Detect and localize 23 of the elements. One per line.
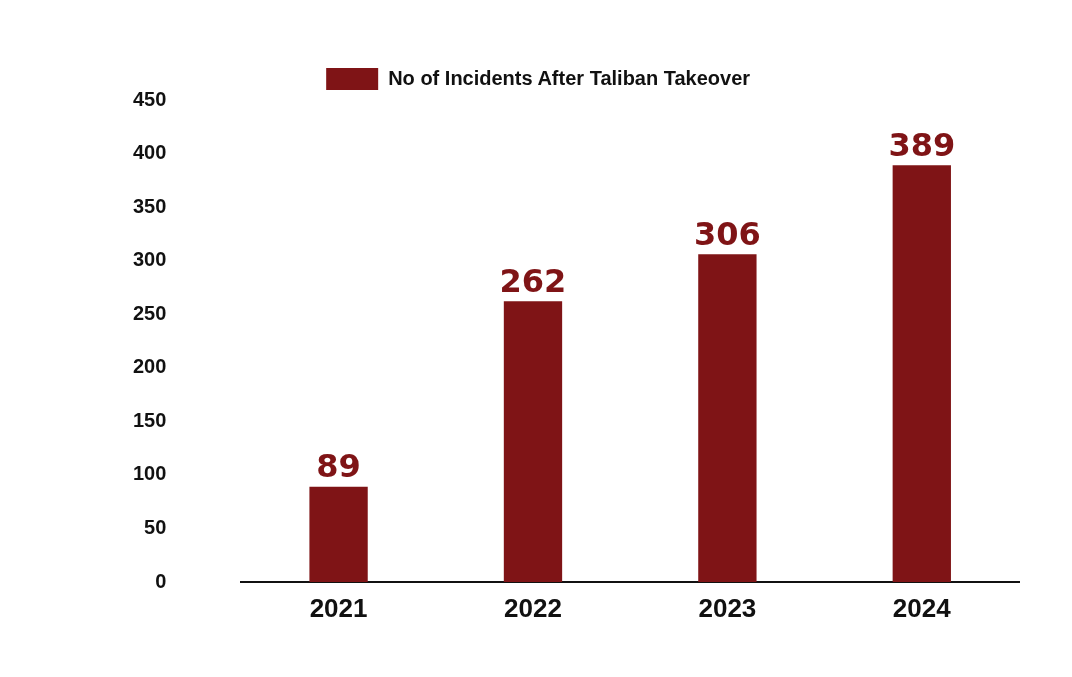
y-tick-label: 150 (132, 408, 167, 431)
legend-label: No of Incidents After Taliban Takeover (388, 66, 751, 89)
x-tick-label: 2024 (892, 592, 952, 623)
y-tick-label: 50 (144, 515, 167, 538)
x-tick-label: 2021 (309, 592, 368, 623)
x-tick-label: 2022 (504, 592, 562, 623)
bar (503, 301, 563, 582)
y-tick-label: 0 (155, 569, 167, 592)
y-tick-label: 400 (132, 141, 167, 164)
y-tick-label: 450 (132, 87, 167, 110)
bar (698, 254, 757, 582)
bar (309, 486, 368, 582)
bar (892, 165, 951, 582)
y-tick-label: 250 (132, 301, 167, 324)
y-tick-label: 200 (132, 355, 167, 378)
x-tick-label: 2023 (698, 592, 757, 623)
y-tick-label: 350 (132, 194, 167, 217)
y-tick-label: 300 (132, 248, 167, 271)
data-label: 389 (888, 125, 956, 164)
data-label: 262 (499, 261, 567, 300)
data-label: 89 (316, 446, 361, 485)
y-tick-label: 100 (132, 462, 167, 485)
data-label: 306 (693, 214, 761, 253)
